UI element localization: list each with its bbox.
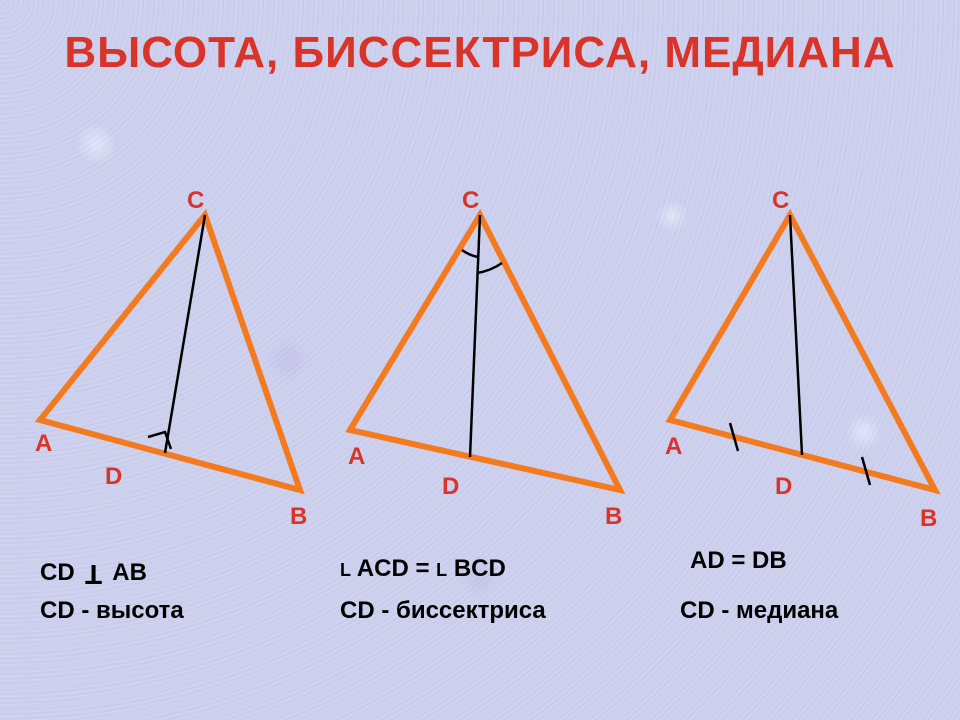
angle-acd: ACD	[357, 555, 409, 582]
figures-row: A B C D A B C D A B C D	[0, 195, 960, 505]
eq-sign: =	[415, 555, 429, 582]
page-title: ВЫСОТА, БИССЕКТРИСА, МЕДИАНА	[0, 28, 960, 78]
name-median: CD - медиана	[680, 597, 838, 625]
eq-median: AD = DB	[690, 547, 787, 575]
label-a2: A	[348, 443, 365, 471]
label-c2: C	[462, 187, 479, 215]
label-b1: B	[290, 503, 307, 531]
label-c1: C	[187, 187, 204, 215]
label-b3: B	[920, 505, 937, 533]
name-altitude: CD - высота	[40, 597, 184, 625]
label-a1: A	[35, 430, 52, 458]
angle-bcd: BCD	[454, 555, 506, 582]
label-d2: D	[442, 473, 459, 501]
vertex-labels: A B C D A B C D A B C D	[0, 195, 960, 505]
eq-bisector: L ACD = L BCD	[340, 555, 506, 583]
label-b2: B	[605, 503, 622, 531]
captions: CD T AB CD - высота L ACD = L BCD CD - б…	[0, 555, 960, 675]
angle-l2: L	[436, 560, 447, 580]
label-d3: D	[775, 473, 792, 501]
label-d1: D	[105, 463, 122, 491]
label-c3: C	[772, 187, 789, 215]
label-a3: A	[665, 433, 682, 461]
perpendicular-icon: T	[85, 558, 102, 590]
eq-cd: CD	[40, 559, 75, 586]
eq-ab: AB	[112, 559, 147, 586]
angle-l1: L	[340, 560, 351, 580]
name-bisector: CD - биссектриса	[340, 597, 546, 625]
eq-altitude: CD T AB	[40, 555, 147, 587]
